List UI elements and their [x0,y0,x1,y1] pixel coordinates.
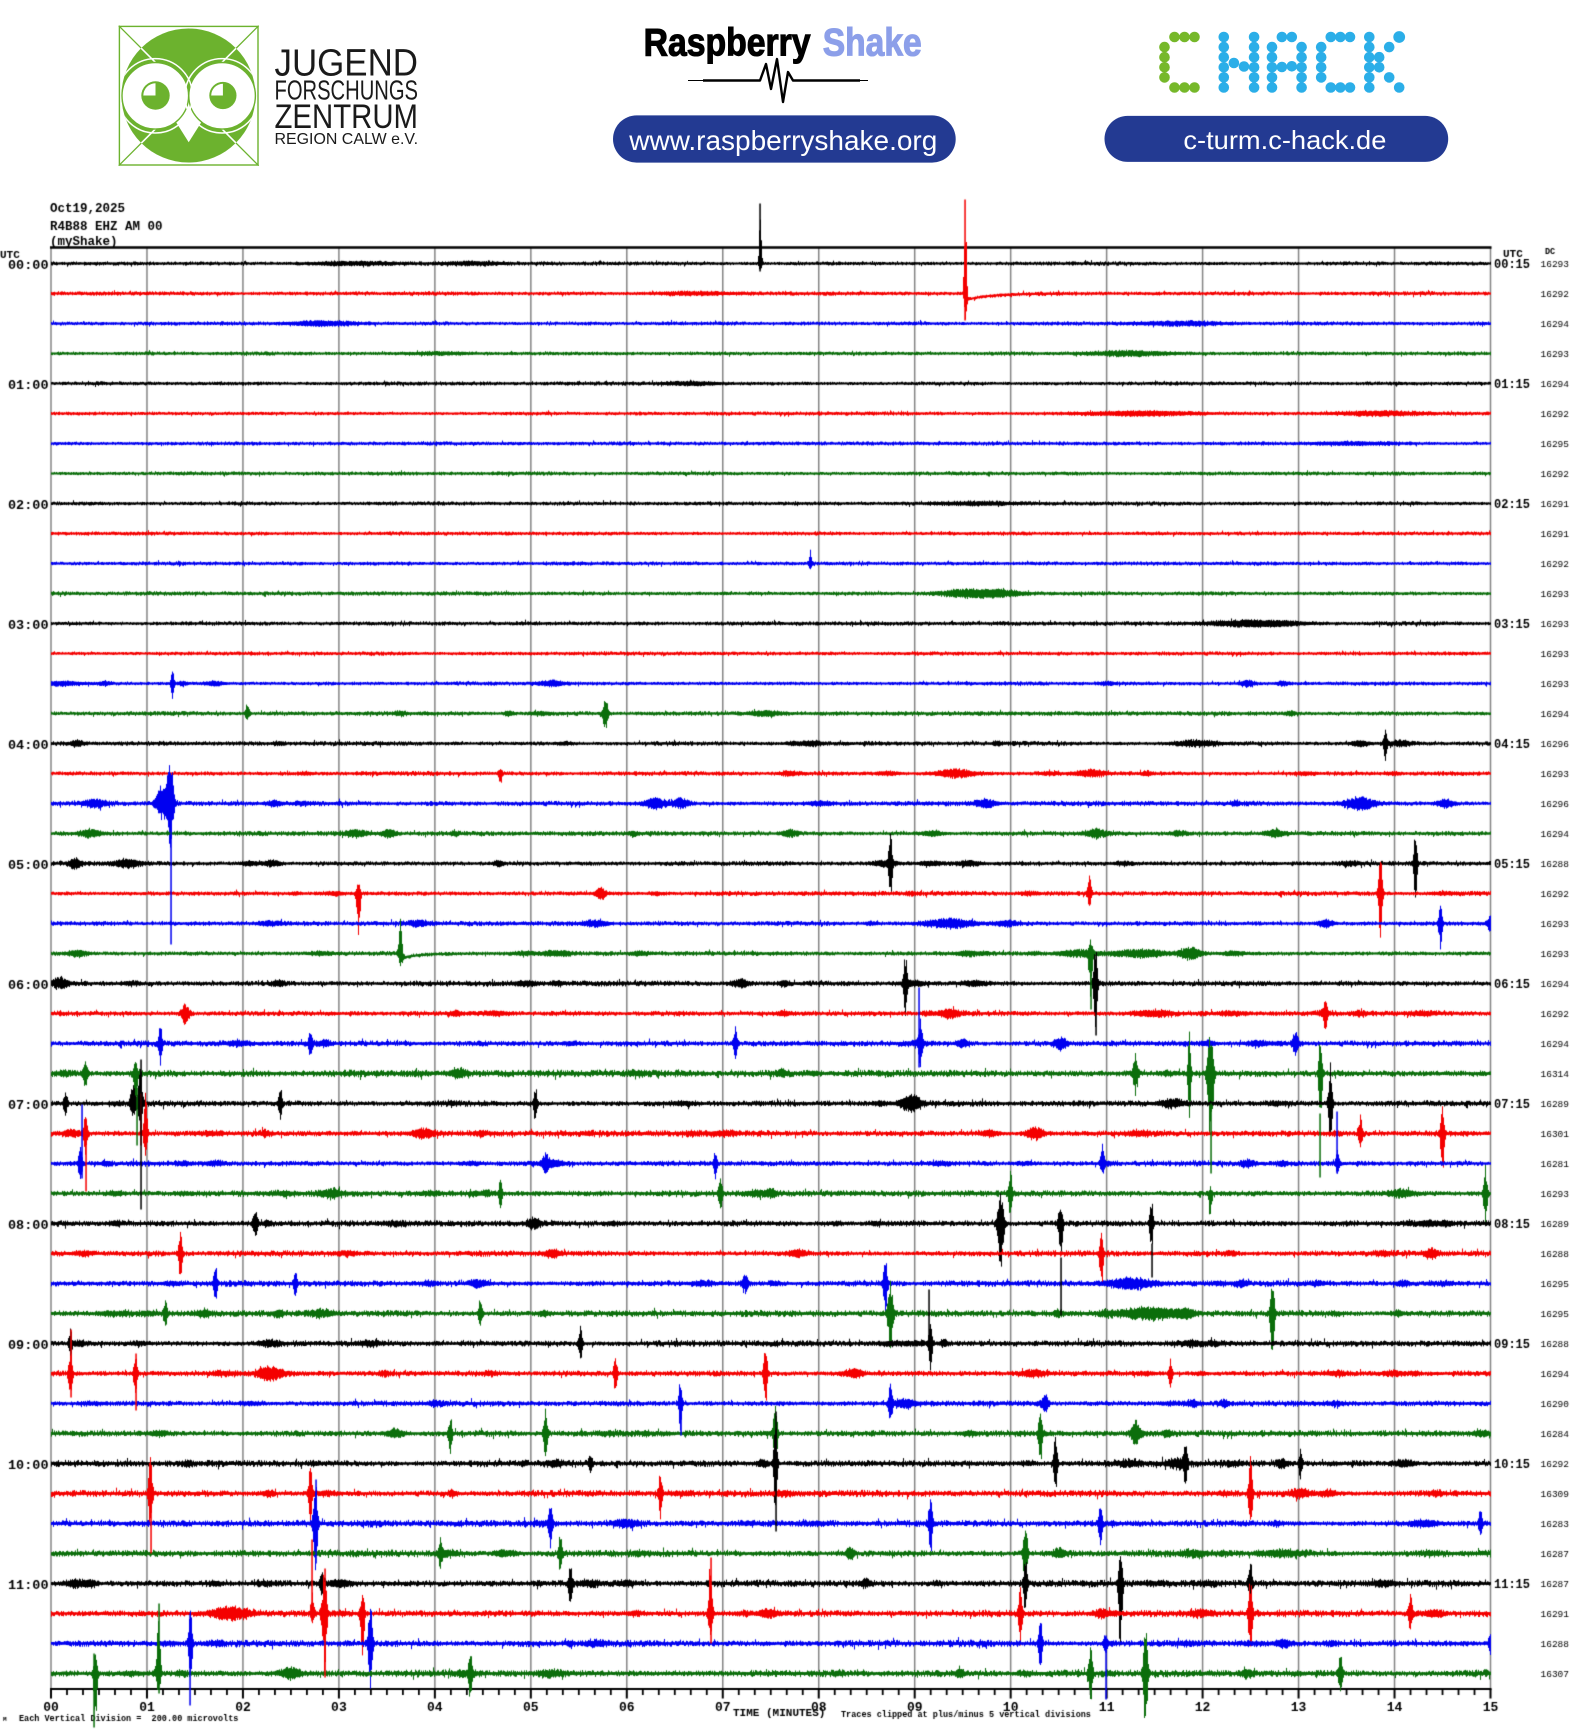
svg-text:Shake: Shake [823,22,922,65]
svg-text:ZENTRUM: ZENTRUM [275,98,419,136]
svg-text:REGION CALW e.V.: REGION CALW e.V. [275,131,419,148]
svg-text:JUGEND: JUGEND [275,42,419,84]
svg-text:FORSCHUNGS: FORSCHUNGS [275,74,419,105]
svg-text:Raspberry: Raspberry [644,22,811,65]
svg-text:c-turm.c-hack.de: c-turm.c-hack.de [1183,125,1386,155]
svg-text:www.raspberryshake.org: www.raspberryshake.org [628,125,937,156]
